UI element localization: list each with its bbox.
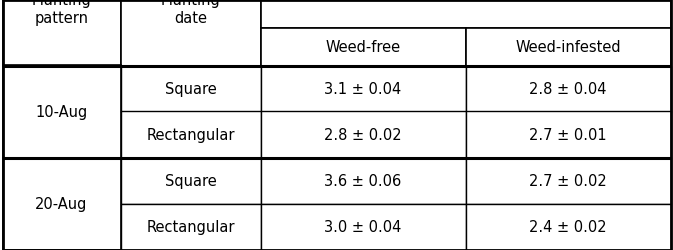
- Bar: [3, 0, 120, 66]
- Bar: [260, 66, 466, 112]
- Bar: [260, 0, 670, 28]
- Bar: [466, 28, 670, 66]
- Text: 2.8 ± 0.04: 2.8 ± 0.04: [529, 82, 607, 96]
- Text: Square: Square: [165, 173, 217, 188]
- Bar: [260, 112, 466, 158]
- Bar: [466, 112, 670, 158]
- Bar: [3, 158, 120, 250]
- Text: 2.4 ± 0.02: 2.4 ± 0.02: [529, 219, 607, 234]
- Text: 3.6 ± 0.06: 3.6 ± 0.06: [324, 173, 402, 188]
- Text: 2.7 ± 0.02: 2.7 ± 0.02: [529, 173, 607, 188]
- Text: 3.1 ± 0.04: 3.1 ± 0.04: [324, 82, 402, 96]
- Text: Weed-free: Weed-free: [326, 40, 400, 55]
- Text: Planting
date: Planting date: [161, 0, 220, 26]
- Text: Rectangular: Rectangular: [146, 128, 235, 142]
- Bar: [120, 204, 260, 250]
- Bar: [466, 204, 670, 250]
- Text: 3.0 ± 0.04: 3.0 ± 0.04: [324, 219, 402, 234]
- Bar: [120, 158, 260, 204]
- Bar: [466, 158, 670, 204]
- Text: 10-Aug: 10-Aug: [36, 104, 87, 120]
- Bar: [120, 0, 260, 66]
- Bar: [260, 158, 466, 204]
- Bar: [3, 66, 120, 158]
- Bar: [120, 66, 260, 112]
- Bar: [120, 112, 260, 158]
- Text: 2.7 ± 0.01: 2.7 ± 0.01: [529, 128, 607, 142]
- Text: Square: Square: [165, 82, 217, 96]
- Bar: [260, 28, 466, 66]
- Bar: [466, 66, 670, 112]
- Text: Rectangular: Rectangular: [146, 219, 235, 234]
- Bar: [260, 204, 466, 250]
- Text: Planting
pattern: Planting pattern: [32, 0, 92, 26]
- Text: 2.8 ± 0.02: 2.8 ± 0.02: [324, 128, 402, 142]
- Text: 20-Aug: 20-Aug: [35, 196, 87, 211]
- Text: Weed-infested: Weed-infested: [516, 40, 621, 55]
